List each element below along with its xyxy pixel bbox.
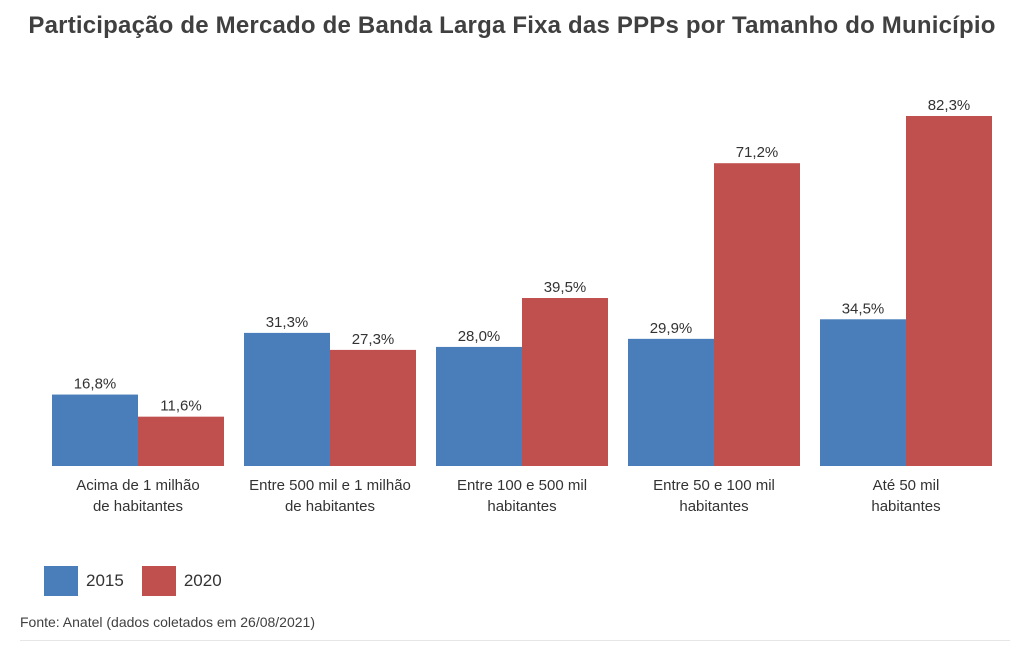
bottom-divider (20, 640, 1010, 641)
legend-label-2015: 2015 (86, 571, 124, 590)
bar-2020-4 (906, 116, 992, 466)
bar-2015-3 (628, 338, 714, 466)
bar-2015-0 (52, 394, 138, 466)
data-label-2020-4: 82,3% (928, 97, 971, 114)
category-label-4: Até 50 mil habitantes (871, 477, 940, 515)
data-label-2015-3: 29,9% (650, 320, 693, 337)
bar-2020-2 (522, 298, 608, 466)
data-label-2020-2: 39,5% (544, 279, 587, 296)
category-label-2: Entre 100 e 500 mil habitantes (457, 477, 587, 515)
legend-item-2020: 2020 (141, 566, 222, 596)
bar-2020-0 (138, 416, 224, 466)
bar-2015-2 (436, 346, 522, 466)
chart-title: Participação de Mercado de Banda Larga F… (28, 12, 996, 39)
category-label-0: Acima de 1 milhão de habitantes (76, 477, 199, 515)
source-note: Fonte: Anatel (dados coletados em 26/08/… (20, 614, 315, 630)
legend-label-2020: 2020 (183, 571, 222, 590)
legend: 2015 2020 (44, 566, 240, 596)
legend-swatch-2020 (141, 566, 176, 596)
data-label-2020-0: 11,6% (160, 398, 201, 415)
category-label-3: Entre 50 e 100 mil habitantes (653, 477, 775, 515)
data-label-2015-4: 34,5% (842, 300, 885, 317)
bar-2020-3 (714, 163, 800, 466)
data-label-2015-2: 28,0% (458, 328, 501, 345)
bar-2020-1 (330, 349, 416, 466)
data-label-2015-0: 16,8% (74, 376, 117, 393)
legend-swatch-2015 (44, 566, 78, 596)
data-label-2015-1: 31,3% (266, 314, 309, 331)
bar-chart: 16,8% 11,6% Acima de 1 milhão de habitantes… (52, 97, 992, 515)
legend-item-2015: 2015 (44, 566, 124, 596)
data-label-2020-3: 71,2% (736, 144, 779, 161)
bar-2015-1 (244, 332, 330, 466)
category-label-1: Entre 500 mil e 1 milhão de habitantes (249, 477, 411, 515)
data-label-2020-1: 27,3% (352, 331, 395, 348)
bar-2015-4 (820, 319, 906, 466)
